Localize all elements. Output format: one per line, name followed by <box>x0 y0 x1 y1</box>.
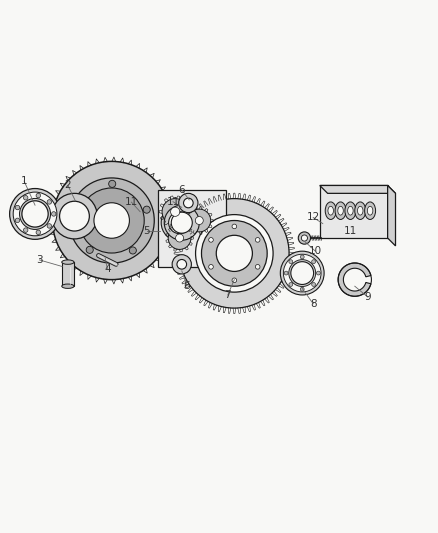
Circle shape <box>47 200 52 204</box>
Circle shape <box>180 199 289 308</box>
Ellipse shape <box>357 206 363 215</box>
Polygon shape <box>388 185 396 246</box>
Text: 2: 2 <box>64 181 71 190</box>
Ellipse shape <box>62 260 74 264</box>
Ellipse shape <box>328 206 333 215</box>
Text: 12: 12 <box>307 213 320 222</box>
Circle shape <box>79 188 144 253</box>
Ellipse shape <box>62 284 74 288</box>
Circle shape <box>129 247 136 254</box>
Text: 9: 9 <box>364 292 371 302</box>
Circle shape <box>283 254 321 292</box>
Circle shape <box>36 193 41 198</box>
Polygon shape <box>320 185 388 238</box>
Ellipse shape <box>348 206 353 215</box>
Circle shape <box>312 260 315 264</box>
Circle shape <box>232 278 237 282</box>
Circle shape <box>177 260 187 269</box>
Text: 11: 11 <box>166 197 180 207</box>
Text: 4: 4 <box>104 264 111 273</box>
Circle shape <box>162 199 188 225</box>
Circle shape <box>188 209 211 232</box>
Text: 6: 6 <box>178 185 185 195</box>
Circle shape <box>52 193 97 239</box>
Circle shape <box>168 227 191 249</box>
Circle shape <box>24 228 28 232</box>
Circle shape <box>291 262 314 285</box>
Circle shape <box>15 218 20 223</box>
Circle shape <box>232 224 237 229</box>
Circle shape <box>161 204 198 241</box>
Text: 7: 7 <box>224 290 231 300</box>
Polygon shape <box>320 185 396 193</box>
Circle shape <box>69 178 154 263</box>
Circle shape <box>47 224 52 228</box>
Text: 10: 10 <box>309 246 322 256</box>
Circle shape <box>20 198 50 229</box>
Circle shape <box>36 230 41 235</box>
Bar <box>62 262 74 286</box>
Circle shape <box>22 201 48 227</box>
Circle shape <box>316 271 320 275</box>
Circle shape <box>289 260 316 287</box>
Circle shape <box>176 234 184 242</box>
Circle shape <box>143 206 150 213</box>
Circle shape <box>171 207 180 216</box>
Circle shape <box>13 192 57 236</box>
Circle shape <box>74 205 81 212</box>
Text: 6: 6 <box>184 281 191 291</box>
Circle shape <box>289 260 293 264</box>
Circle shape <box>216 235 252 271</box>
Circle shape <box>10 189 60 239</box>
Circle shape <box>208 238 213 242</box>
Circle shape <box>52 212 56 216</box>
Circle shape <box>169 212 191 233</box>
Ellipse shape <box>355 202 366 220</box>
Circle shape <box>53 161 171 280</box>
Circle shape <box>255 238 260 242</box>
Circle shape <box>60 201 89 231</box>
Circle shape <box>94 203 130 238</box>
Circle shape <box>109 180 116 188</box>
Circle shape <box>15 205 20 210</box>
Ellipse shape <box>367 206 373 215</box>
Text: 5: 5 <box>143 227 150 237</box>
Polygon shape <box>158 190 226 266</box>
Text: 3: 3 <box>36 255 43 265</box>
Circle shape <box>298 232 311 244</box>
Circle shape <box>300 255 304 259</box>
Circle shape <box>86 246 93 253</box>
Text: 11: 11 <box>344 227 357 237</box>
Circle shape <box>195 215 273 292</box>
Ellipse shape <box>364 202 376 220</box>
Circle shape <box>312 282 315 286</box>
Ellipse shape <box>335 202 346 220</box>
Circle shape <box>300 287 304 291</box>
Polygon shape <box>338 263 371 296</box>
Circle shape <box>255 264 260 269</box>
Circle shape <box>164 205 199 240</box>
Circle shape <box>179 193 198 213</box>
Circle shape <box>24 196 28 200</box>
Circle shape <box>184 198 193 208</box>
Circle shape <box>301 235 307 241</box>
Circle shape <box>195 216 203 224</box>
Circle shape <box>284 271 288 275</box>
Circle shape <box>172 255 191 274</box>
Circle shape <box>289 282 293 286</box>
Ellipse shape <box>338 206 343 215</box>
Ellipse shape <box>325 202 336 220</box>
Text: 11: 11 <box>125 197 138 207</box>
Circle shape <box>280 251 324 295</box>
Ellipse shape <box>345 202 356 220</box>
Text: 1: 1 <box>21 176 28 186</box>
Circle shape <box>201 221 267 286</box>
Circle shape <box>171 212 192 233</box>
Text: 8: 8 <box>310 298 317 309</box>
Circle shape <box>208 264 213 269</box>
